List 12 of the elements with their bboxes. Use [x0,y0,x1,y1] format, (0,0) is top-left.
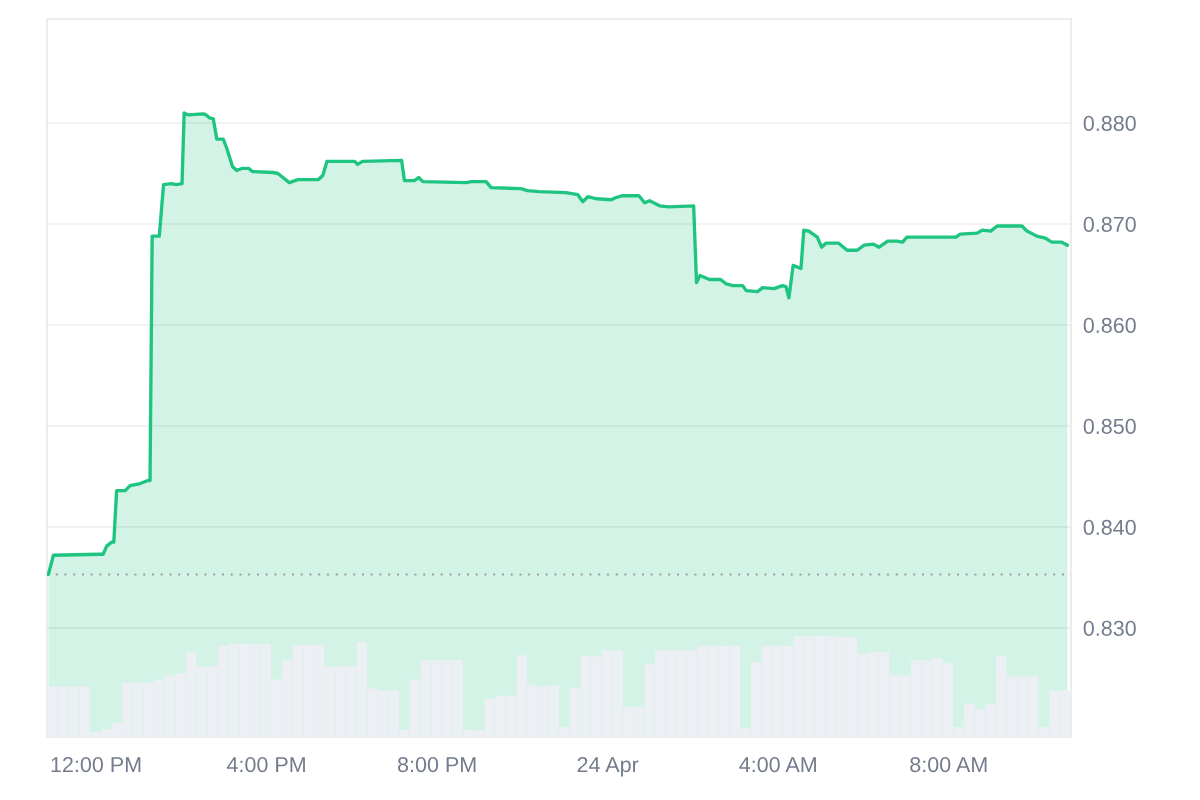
x-tick-label: 8:00 PM [397,757,476,773]
y-tick-label: 0.870 [1083,216,1136,233]
x-tick-label: 8:00 AM [910,757,987,773]
x-tick-label: 4:00 AM [739,757,816,773]
y-tick-label: 0.830 [1083,620,1136,636]
y-tick-label: 0.840 [1083,519,1136,535]
x-tick-label: 12:00 PM [51,757,141,773]
x-tick-label: 4:00 PM [226,757,305,773]
y-tick-label: 0.850 [1083,418,1136,434]
x-tick-label: 24 Apr [577,757,639,777]
y-tick-label: 0.880 [1083,115,1136,132]
y-tick-label: 0.860 [1083,317,1136,333]
